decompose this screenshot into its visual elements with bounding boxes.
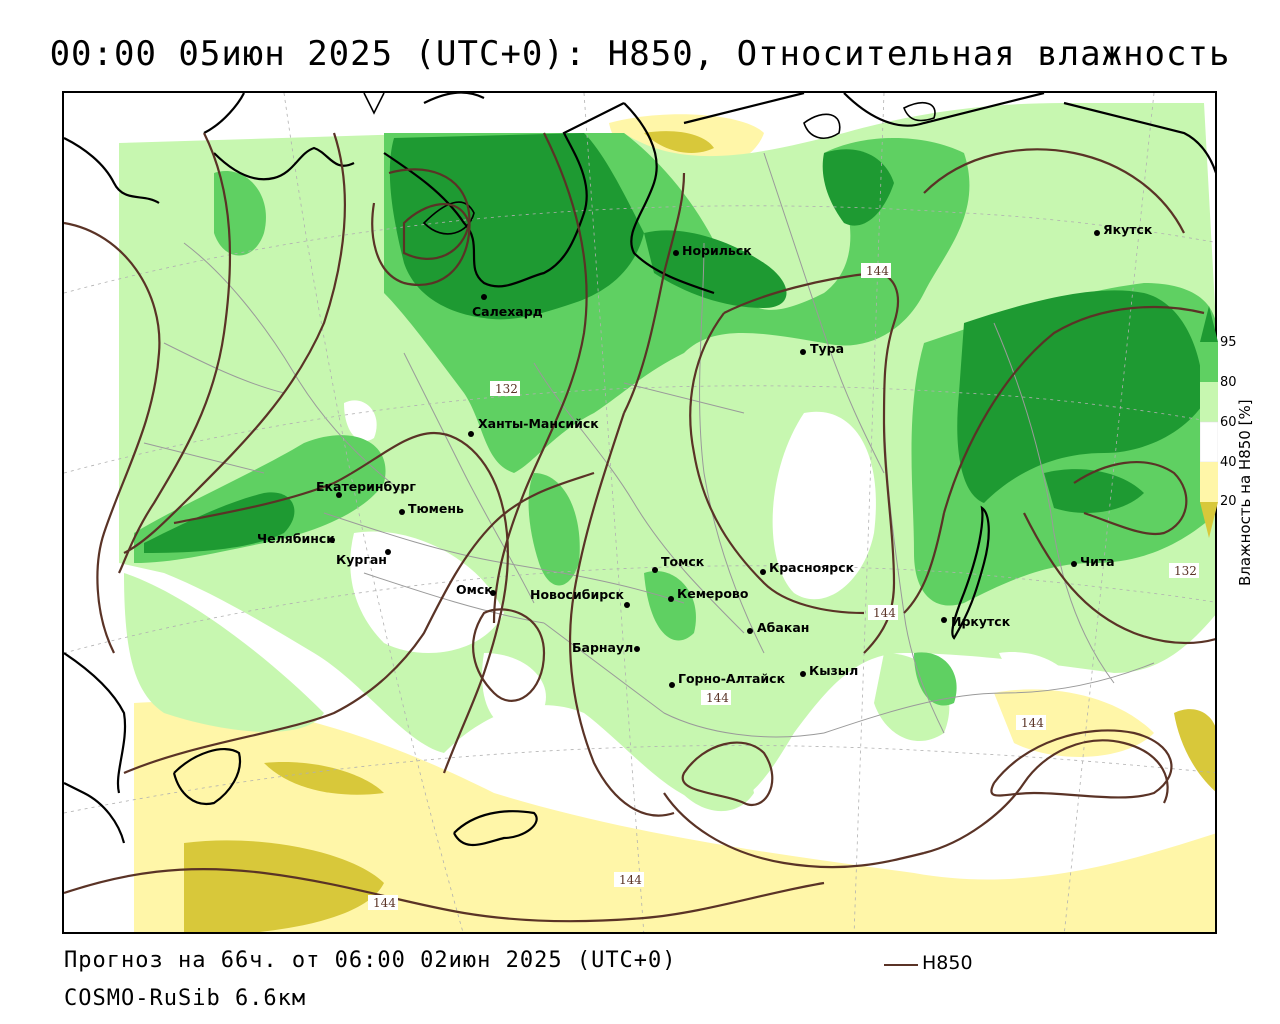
colorbar-tick: 40: [1220, 455, 1237, 470]
city-marker: [399, 509, 405, 515]
saturated-areas: [144, 133, 1204, 553]
colorbar-tick: 60: [1220, 415, 1237, 430]
h850-legend-swatch: [884, 964, 918, 966]
humidity-map: 132 144 144 144 144 132 144 144 Якутск Н…: [62, 91, 1217, 934]
city-marker: [800, 671, 806, 677]
colorbar-tick: 80: [1220, 375, 1237, 390]
isoline-label: 144: [373, 896, 396, 910]
colorbar-bottom-arrow: [1200, 502, 1218, 538]
colorbar-top-arrow: [1200, 306, 1218, 342]
city-marker: [668, 596, 674, 602]
city-label: Барнаул: [572, 640, 633, 655]
graticule: [64, 93, 1215, 932]
city-label: Иркутск: [951, 614, 1011, 629]
city-label: Якутск: [1103, 222, 1153, 237]
city-label: Горно-Алтайск: [678, 671, 786, 686]
city-marker: [481, 294, 487, 300]
city-marker: [634, 646, 640, 652]
map-canvas: 132 144 144 144 144 132 144 144 Якутск Н…: [64, 93, 1215, 932]
city-label: Норильск: [682, 243, 752, 258]
isoline-labels: 132 144 144 144 144 132 144 144: [368, 263, 1199, 910]
isoline-label: 144: [619, 873, 642, 887]
city-label: Ханты-Мансийск: [478, 416, 599, 431]
city-marker: [1094, 230, 1100, 236]
city-marker: [624, 602, 630, 608]
h850-legend-label: H850: [922, 952, 973, 974]
city-label: Салехард: [472, 304, 543, 319]
city-label: Новосибирск: [530, 587, 625, 602]
city-marker: [329, 537, 335, 543]
model-name: COSMO-RuSib 6.6км: [64, 986, 307, 1011]
city-marker: [490, 590, 496, 596]
city-marker: [652, 567, 658, 573]
city-label: Екатеринбург: [316, 479, 416, 494]
city-marker: [760, 569, 766, 575]
isoline-label: 144: [1021, 716, 1044, 730]
city-marker: [468, 431, 474, 437]
city-label: Чита: [1080, 554, 1115, 569]
city-label: Кемерово: [677, 586, 749, 601]
city-label: Красноярск: [769, 560, 855, 575]
city-marker: [747, 628, 753, 634]
city-label: Томск: [661, 554, 705, 569]
city-marker: [1071, 561, 1077, 567]
isoline-label: 132: [495, 382, 518, 396]
city-label: Тура: [810, 341, 844, 356]
colorbar-tick: 20: [1220, 494, 1237, 509]
city-marker: [669, 682, 675, 688]
islands: [363, 93, 936, 235]
city-label: Челябинск: [257, 531, 335, 546]
colorbar-tick: 95: [1220, 335, 1237, 350]
colorbar-band: [1200, 342, 1218, 382]
city-marker: [336, 492, 342, 498]
city-marker: [800, 349, 806, 355]
colorbar-title: Влажность на H850 [%]: [1236, 399, 1254, 586]
h850-isolines: [64, 132, 1215, 923]
humidity-colorbar: [1200, 306, 1218, 538]
isoline-label: 144: [706, 691, 729, 705]
city-label: Омск: [456, 582, 493, 597]
forecast-info: Прогноз на 66ч. от 06:00 02июн 2025 (UTC…: [64, 948, 677, 973]
isoline-label: 144: [866, 264, 889, 278]
city-label: Тюмень: [408, 501, 464, 516]
coastlines: [64, 93, 1215, 847]
city-label: Абакан: [757, 620, 809, 635]
cities: Якутск Норильск Салехард Тура Ханты-Манс…: [257, 222, 1153, 688]
colorbar-band: [1200, 382, 1218, 422]
isoline-label: 132: [1174, 564, 1197, 578]
neutral-areas: [344, 400, 1074, 730]
city-label: Курган: [336, 552, 387, 567]
colorbar-band: [1200, 421, 1218, 463]
map-title: 00:00 05июн 2025 (UTC+0): H850, Относите…: [49, 34, 1231, 74]
colorbar-band: [1200, 462, 1218, 502]
city-marker: [673, 250, 679, 256]
admin-boundaries: [143, 152, 1155, 738]
city-label: Кызыл: [809, 663, 858, 678]
city-marker: [941, 617, 947, 623]
isoline-label: 144: [873, 606, 896, 620]
city-marker: [385, 549, 391, 555]
